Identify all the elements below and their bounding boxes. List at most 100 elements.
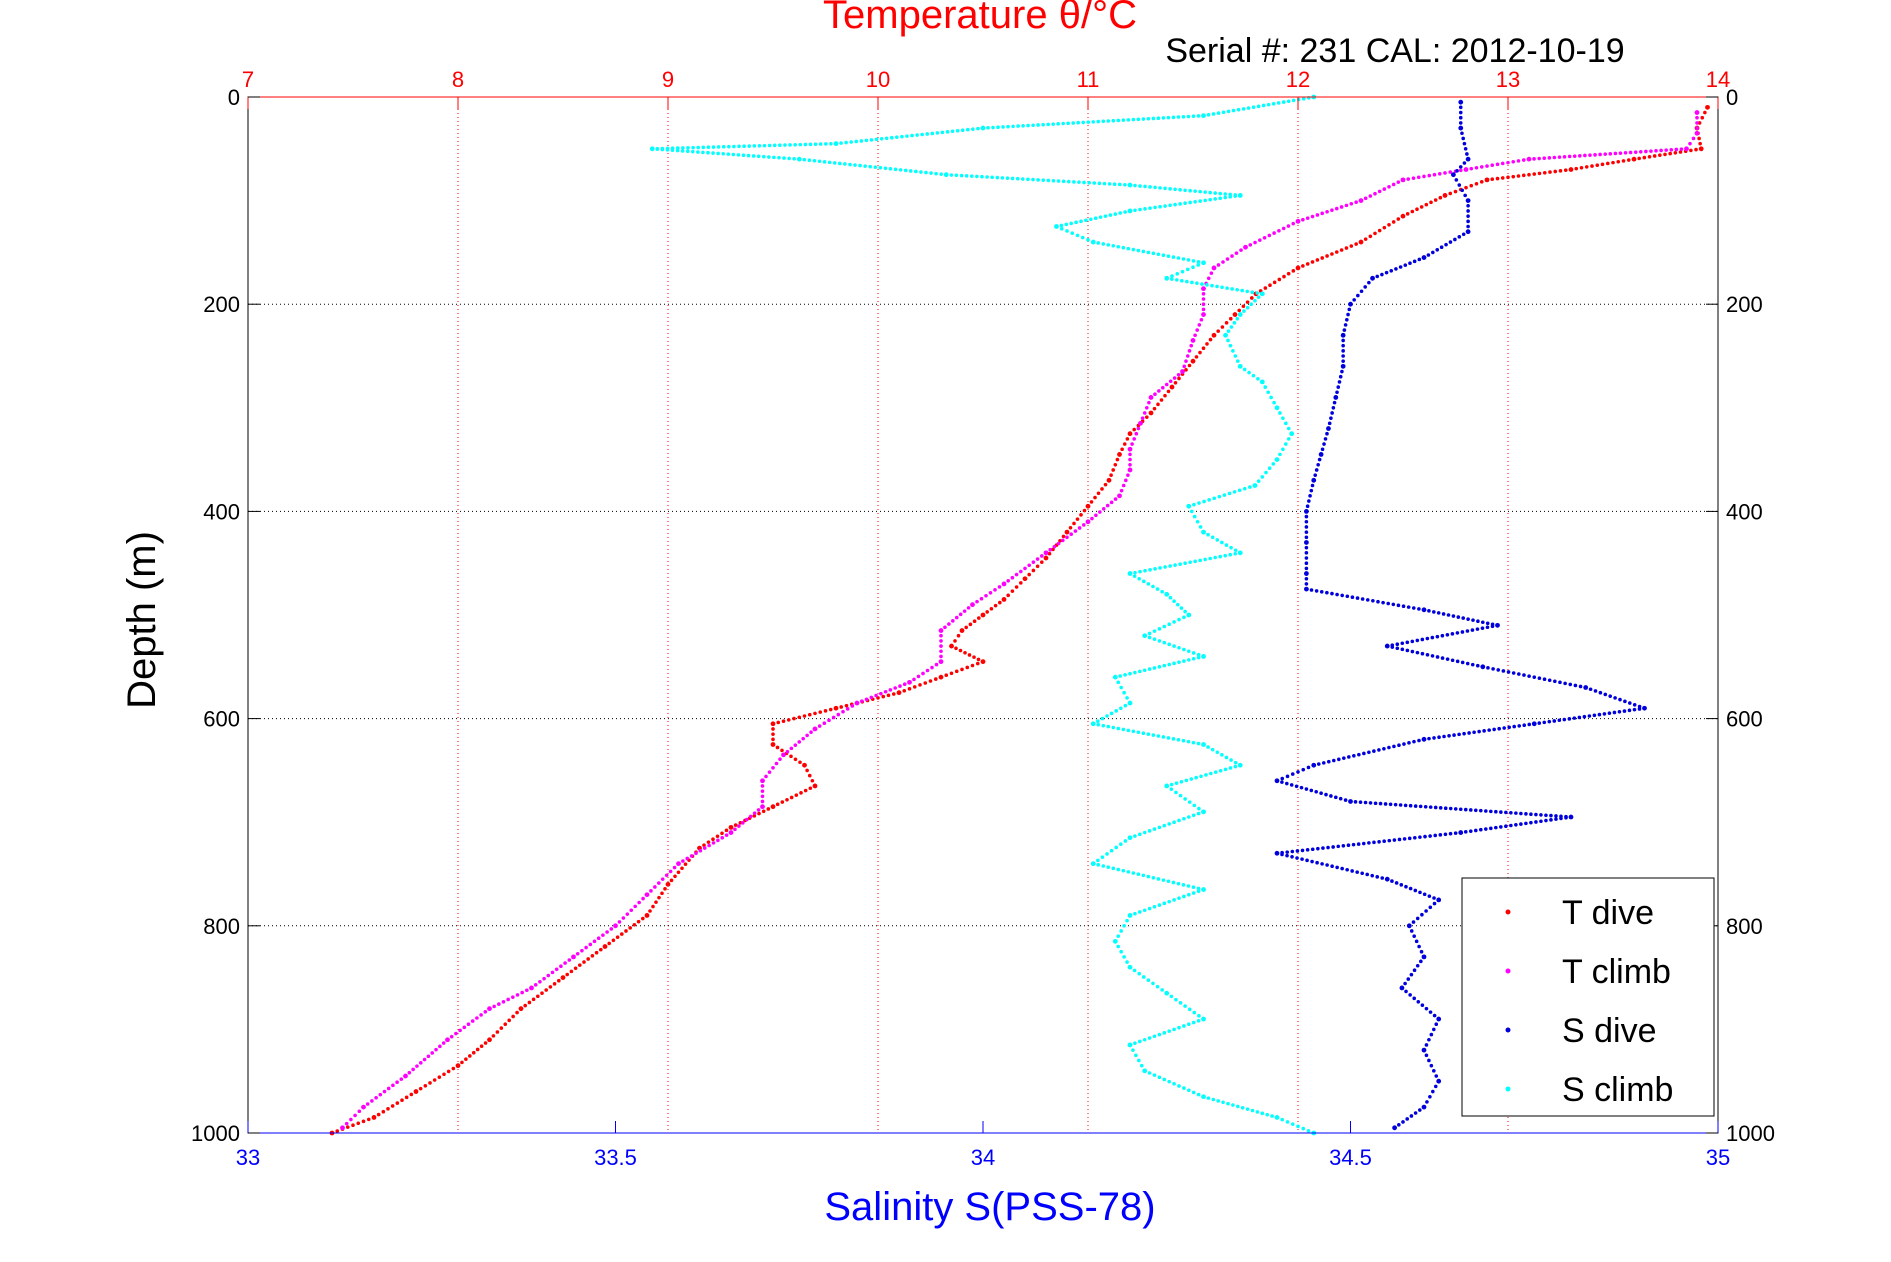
data-point — [1290, 772, 1295, 776]
data-point — [1286, 224, 1291, 228]
data-point — [365, 1102, 370, 1106]
data-point — [891, 692, 896, 696]
data-point — [1454, 178, 1459, 182]
data-point — [1305, 858, 1309, 863]
data-point — [681, 859, 685, 863]
data-point — [657, 895, 661, 900]
data-point — [1274, 778, 1280, 784]
data-point — [843, 162, 847, 166]
data-point — [1407, 836, 1412, 841]
data-point — [728, 830, 734, 835]
data-point — [1465, 629, 1470, 633]
data-point — [1027, 563, 1031, 568]
data-point — [1205, 342, 1209, 346]
data-point — [1166, 389, 1171, 394]
data-point — [1187, 1088, 1191, 1093]
data-point — [1398, 265, 1403, 269]
data-point — [1197, 806, 1201, 811]
data-point — [1325, 863, 1329, 867]
data-point — [1107, 182, 1112, 186]
data-point — [844, 140, 848, 145]
data-point — [793, 142, 797, 147]
data-point — [1106, 724, 1111, 729]
data-point — [391, 1083, 395, 1088]
data-point — [1191, 1090, 1196, 1095]
data-point — [1218, 768, 1223, 773]
data-point — [1213, 197, 1217, 201]
legend-marker — [1505, 909, 1511, 915]
data-point — [939, 633, 943, 638]
data-point — [1161, 385, 1165, 390]
data-point — [1428, 1094, 1432, 1099]
data-point — [1373, 801, 1378, 806]
data-point — [1637, 156, 1641, 161]
data-point — [1329, 794, 1333, 798]
data-point — [786, 718, 791, 722]
data-point — [1096, 719, 1100, 723]
data-point — [1433, 1084, 1438, 1089]
data-point — [1432, 1013, 1437, 1018]
data-point — [1411, 920, 1416, 924]
data-point — [1340, 363, 1346, 369]
data-point — [1309, 488, 1314, 493]
data-point — [335, 1129, 340, 1133]
data-point — [1137, 1058, 1141, 1063]
data-point — [1285, 853, 1289, 858]
data-point — [702, 846, 707, 850]
data-point — [1127, 571, 1133, 576]
data-point — [1277, 277, 1282, 282]
data-point — [1388, 802, 1393, 807]
data-point — [1103, 214, 1108, 218]
data-point — [831, 715, 836, 720]
data-point — [905, 134, 909, 138]
data-point — [1351, 842, 1356, 847]
data-point — [1118, 211, 1122, 215]
data-point — [1177, 660, 1181, 664]
data-point — [1432, 1027, 1436, 1032]
data-point — [648, 909, 652, 913]
data-point — [1201, 887, 1206, 892]
data-point — [1256, 295, 1261, 300]
data-point — [1481, 620, 1485, 625]
data-point — [1274, 1115, 1280, 1120]
data-point — [1188, 188, 1192, 193]
data-point — [515, 993, 520, 997]
data-point — [1425, 653, 1430, 657]
data-point — [1435, 634, 1440, 639]
data-point — [1123, 210, 1127, 214]
data-point — [802, 762, 807, 768]
data-point — [1169, 277, 1174, 281]
data-point — [1333, 395, 1339, 400]
data-point — [1187, 363, 1192, 368]
data-point — [1162, 901, 1167, 906]
data-point — [1423, 804, 1428, 809]
data-point — [1213, 191, 1217, 195]
data-point — [1157, 627, 1162, 631]
data-point — [1458, 110, 1463, 115]
data-point — [1116, 680, 1121, 685]
data-point — [1267, 466, 1272, 471]
data-point — [1314, 589, 1319, 593]
data-point — [993, 603, 998, 608]
data-point — [1168, 379, 1173, 384]
data-point — [361, 1119, 366, 1124]
data-point — [1436, 897, 1442, 903]
data-point — [781, 752, 786, 758]
data-point — [430, 1051, 435, 1055]
data-point — [557, 978, 561, 983]
data-point — [1325, 431, 1329, 436]
data-point — [1412, 934, 1416, 938]
data-point — [451, 1066, 456, 1071]
data-point — [1391, 602, 1396, 607]
data-point — [1679, 147, 1684, 151]
data-point — [1455, 631, 1460, 635]
data-point — [550, 970, 555, 975]
data-point — [1191, 813, 1196, 818]
data-point — [1355, 870, 1359, 874]
data-point — [1324, 792, 1328, 797]
data-point — [1409, 972, 1414, 977]
data-point — [1180, 278, 1184, 283]
data-point — [1627, 708, 1632, 713]
data-point — [848, 162, 852, 167]
data-point — [1075, 517, 1080, 521]
